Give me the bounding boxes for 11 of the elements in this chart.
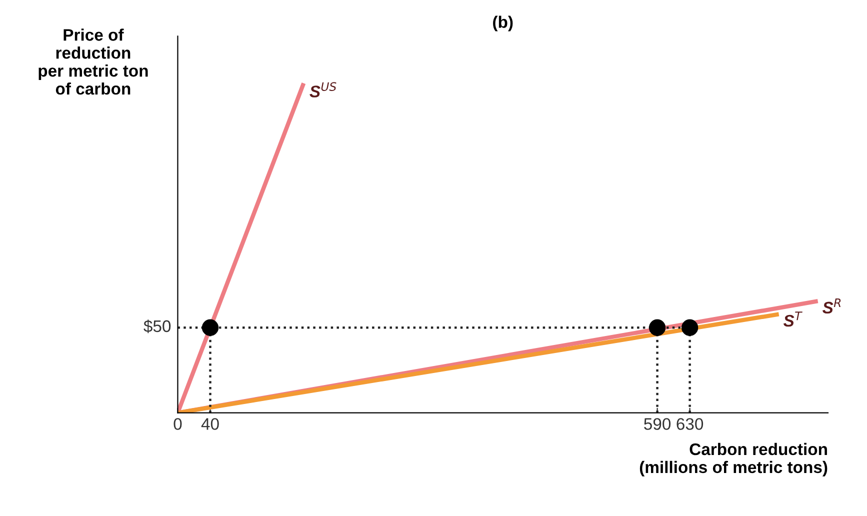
y-axis-title: Price of reduction per metric ton of carbon [38, 28, 148, 95]
x-axis-title: Carbon reduction (millions of metric tons) [640, 442, 828, 476]
chart-title: (b) [493, 16, 513, 32]
series-label: S$^{R}$ [822, 298, 841, 314]
series-label: S$^{T}$ [783, 312, 802, 327]
x-tick-label: 0 [174, 418, 182, 430]
text: $50 [144, 320, 171, 334]
x-tick-label: 590 [644, 418, 671, 430]
x-tick-label: 40 [201, 418, 219, 430]
series-label: S$^{US}$ [310, 82, 336, 98]
x-tick-label: 630 [676, 418, 704, 430]
